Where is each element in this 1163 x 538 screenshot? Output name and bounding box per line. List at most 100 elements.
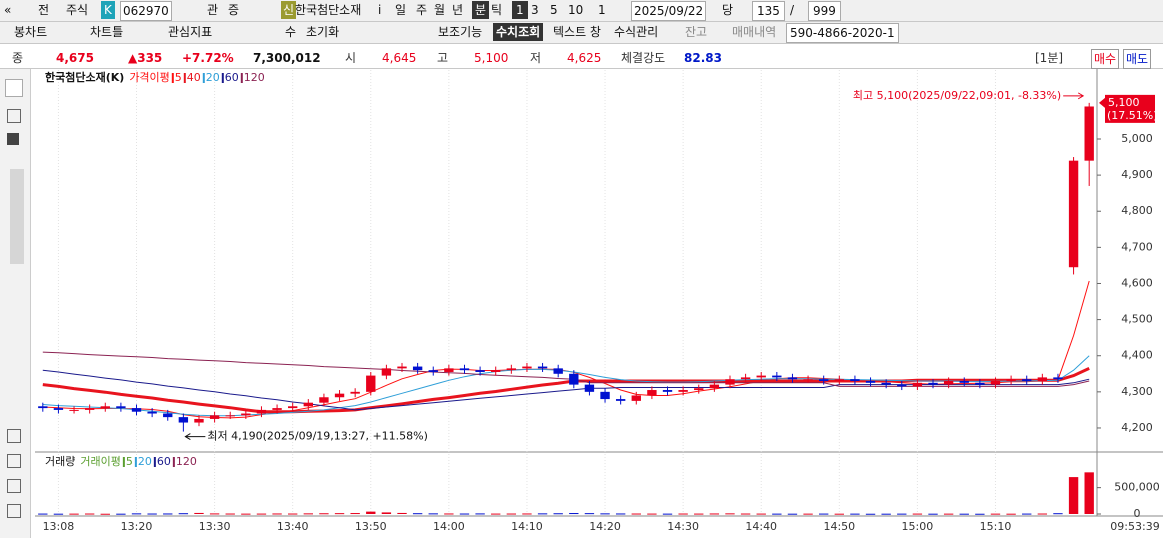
toolbar-button[interactable]: 신 [281,1,297,19]
candle-body [69,409,79,411]
volume-bar [303,513,313,515]
toolbar-button[interactable]: 2025/09/22 [631,1,707,21]
candle-body [819,379,829,382]
candle-body [397,366,407,369]
side-button[interactable] [7,454,21,468]
volume-bar [694,513,704,515]
legend-entry: 20 [206,71,220,84]
toolbar-button[interactable]: 590-4866-2020-1 [786,23,899,43]
x-tick-label: 13:08 [43,520,75,533]
legend-swatch [240,73,243,83]
toolbar-button[interactable]: 수식관리 [614,25,659,39]
candle-body [615,399,626,401]
volume-bar [772,513,782,515]
volume-bar [444,513,454,515]
toolbar-button[interactable]: 1 [512,1,528,19]
volume-bar [912,513,923,515]
side-button[interactable] [7,109,21,123]
toolbar-button[interactable]: 초기화 [306,25,340,39]
volume-bar [1037,513,1048,515]
toolbar-button[interactable]: 잔고 [685,25,708,39]
volume-bar [678,513,688,515]
quote-field: 5,100 [474,51,509,65]
quote-field: [1분] [1035,51,1064,65]
toolbar-button[interactable]: 월 [434,3,446,17]
side-button[interactable] [7,133,19,145]
side-button[interactable] [7,429,21,443]
toolbar-button[interactable]: 135 [752,1,785,21]
toolbar-button[interactable]: K [101,1,115,19]
candle-body [553,368,563,374]
toolbar-button[interactable]: 봉차트 [14,25,48,39]
toolbar-button[interactable]: 1 [598,3,606,17]
toolbar-button[interactable]: 수 [285,25,297,39]
chart-title: 한국첨단소재(K) [45,70,124,84]
candle-body [444,368,454,372]
volume-bar [959,513,969,515]
volume-bar [1068,477,1079,514]
side-button[interactable] [5,79,23,97]
toolbar-button[interactable]: 한국첨단소재 [295,3,362,17]
toolbar-button[interactable]: 틱 [491,3,503,17]
toolbar-button[interactable]: 증 [228,3,240,17]
toolbar-button[interactable]: 주식 [66,3,89,17]
x-tick-label: 14:40 [745,520,777,533]
toolbar-button[interactable]: 차트틀 [90,25,124,39]
candle-body [194,418,204,423]
toolbar-button[interactable]: 수치조회 [493,23,544,41]
y-tick-label: 0 [1134,507,1141,520]
volume-bar [756,513,766,515]
annotation: 최고 5,100(2025/09/22,09:01, -8.33%) [853,89,1061,102]
candle-body [1006,379,1016,382]
toolbar-button[interactable]: 5 [550,3,558,17]
legend-entry: 120 [176,455,197,468]
volume-bar [850,513,860,515]
side-button[interactable] [7,504,21,518]
volume-bar [209,513,220,515]
toolbar-button[interactable]: 주 [416,3,428,17]
toolbar-button[interactable]: 10 [568,3,584,17]
toolbar-button[interactable]: 999 [808,1,841,21]
y-tick-label: 5,000 [1121,132,1153,145]
toolbar-button[interactable]: 매매내역 [732,25,777,39]
toolbar-button[interactable]: i [378,3,382,17]
toolbar-button[interactable]: 전 [38,3,50,17]
volume-bar [38,513,48,515]
toolbar-button[interactable]: 062970 [120,1,172,21]
toolbar-button[interactable]: 관 [207,3,219,17]
y-tick-label: 4,700 [1121,240,1153,253]
side-button[interactable] [7,479,21,493]
quote-field: 82.83 [684,51,722,65]
volume-bar [131,513,142,515]
candle-body [475,370,485,372]
toolbar-button[interactable]: 당 [722,3,734,17]
candle-body [131,408,142,412]
side-panel [0,69,31,538]
candle-body [865,381,876,383]
x-tick-label: 15:10 [980,520,1012,533]
toolbar-button[interactable]: 관심지표 [168,25,213,39]
y-tick-label: 500,000 [1114,481,1160,494]
toolbar-button[interactable]: 텍스트 창 [553,25,601,39]
scrollbar[interactable] [10,169,24,264]
toolbar-button[interactable]: 년 [452,3,464,17]
x-tick-label: 13:30 [199,520,231,533]
quote-field[interactable]: 매도 [1123,49,1152,69]
x-tick-label: 14:50 [823,520,855,533]
candle-body [834,379,844,382]
toolbar-button[interactable]: 3 [531,3,539,17]
candle-body [38,406,48,409]
quote-field[interactable]: 매수 [1091,49,1120,69]
volume-bar [288,513,298,515]
toolbar-button[interactable]: 분 [472,1,490,19]
toolbar-button[interactable]: « [4,3,12,17]
volume-bar [709,513,720,515]
annotation: 최저 4,190(2025/09/19,13:27, +11.58%) [207,430,428,443]
toolbar-button[interactable]: / [790,3,795,17]
candle-body [740,377,751,380]
candle-body [303,402,313,407]
toolbar-button[interactable]: 보조기능 [438,25,483,39]
toolbar-button[interactable]: 일 [395,3,407,17]
volume-bar [366,511,376,514]
